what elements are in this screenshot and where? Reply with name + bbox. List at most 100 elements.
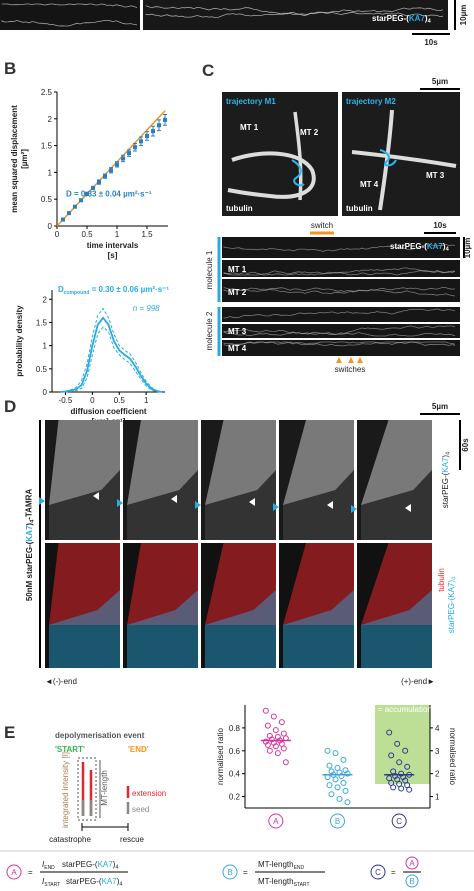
y-tick-label: 0.6 bbox=[229, 747, 241, 756]
data-point bbox=[326, 762, 333, 769]
y-tick-label: 0.5 bbox=[36, 365, 48, 374]
x-tick-label: 1 bbox=[115, 230, 120, 239]
y2-tick-label: 2 bbox=[435, 770, 440, 779]
data-point bbox=[264, 742, 271, 749]
y-axis-title: mean squared displacement bbox=[10, 105, 19, 213]
data-point bbox=[344, 799, 351, 806]
data-point bbox=[264, 722, 271, 729]
symbol bbox=[6, 864, 22, 880]
image-label: tubulin bbox=[346, 204, 373, 213]
data-point bbox=[334, 784, 341, 791]
trace bbox=[223, 341, 456, 347]
data-point bbox=[262, 707, 269, 714]
data-point bbox=[109, 168, 113, 173]
formula-symbol: B bbox=[409, 877, 414, 886]
y2-tick-label: 1 bbox=[435, 793, 440, 802]
arrowhead bbox=[405, 504, 411, 512]
arrowhead bbox=[273, 503, 279, 511]
arrowhead bbox=[327, 501, 333, 509]
y-tick-label: 2 bbox=[48, 115, 53, 124]
timeline-label: rescue bbox=[120, 835, 145, 844]
timeline-label: catastrophe bbox=[49, 835, 91, 844]
formula-denominator: MT-lengthSTART bbox=[258, 877, 310, 888]
y-axis-title: normalised ratio bbox=[216, 727, 225, 784]
microtubule-wedge bbox=[127, 420, 198, 505]
x-tick-label: A bbox=[273, 817, 279, 826]
annotation: switch bbox=[311, 221, 333, 230]
microtubule-wedge bbox=[283, 470, 354, 540]
y-tick-label: 0 bbox=[48, 222, 53, 231]
trace bbox=[223, 287, 456, 297]
data-point bbox=[342, 787, 349, 794]
label-part: 4 bbox=[446, 452, 452, 455]
data-point bbox=[270, 713, 277, 720]
arrowhead bbox=[117, 499, 123, 507]
row-label: MT 1 bbox=[228, 265, 247, 274]
data-point bbox=[338, 772, 345, 779]
row-label: MT 2 bbox=[228, 288, 247, 297]
annotation: >1 = accumulation bbox=[366, 705, 431, 714]
label-part: 4 bbox=[115, 865, 118, 871]
formula-symbol: A bbox=[409, 859, 415, 868]
arrowhead bbox=[249, 498, 255, 506]
density-line bbox=[60, 326, 163, 393]
label-part: ) bbox=[113, 860, 116, 869]
data-point bbox=[328, 791, 335, 798]
channel-label: tubulin bbox=[437, 568, 446, 592]
trace bbox=[1, 19, 138, 27]
label-part: starPEG-( bbox=[390, 242, 427, 251]
microtubule-wedge bbox=[49, 470, 120, 540]
data-point bbox=[280, 745, 287, 752]
microtubule bbox=[351, 150, 457, 168]
kymograph bbox=[222, 260, 460, 277]
arrowhead bbox=[171, 495, 177, 503]
x-tick-label: 0 bbox=[55, 230, 60, 239]
tubulin-signal bbox=[49, 543, 120, 625]
label-part: starPEG-( bbox=[62, 860, 98, 869]
condition-label: 50nM starPEG-(KA7)4-TAMRA bbox=[24, 489, 35, 602]
data-point bbox=[133, 145, 137, 150]
y-tick-label: 2 bbox=[43, 295, 48, 304]
label-part: starPEG-( bbox=[66, 877, 102, 886]
y-tick-label: 1.5 bbox=[36, 318, 48, 327]
x-tick-label: 1.5 bbox=[141, 230, 153, 239]
label-part: 4 bbox=[452, 577, 458, 580]
y-tick-label: 1 bbox=[43, 342, 48, 351]
microtubule-wedge bbox=[127, 470, 198, 540]
y-tick-label: 1.5 bbox=[41, 142, 53, 151]
x-tick-label: 0.5 bbox=[114, 396, 126, 405]
formula-numerator: starPEG-(KA7)4 bbox=[62, 860, 118, 871]
channel-label: starPEG-(KA7)4 bbox=[447, 577, 458, 633]
data-point bbox=[332, 776, 339, 783]
image-label: trajectory M2 bbox=[346, 97, 396, 106]
formula-eq: = bbox=[391, 868, 396, 877]
y-tick-label: 2.5 bbox=[41, 88, 53, 97]
x-axis-title: time intervals bbox=[87, 241, 139, 250]
scale-label: 10s bbox=[424, 38, 438, 47]
kymograph bbox=[143, 0, 448, 30]
x-tick-label: B bbox=[335, 817, 340, 826]
data-point bbox=[396, 759, 403, 766]
tubulin-signal bbox=[205, 543, 276, 625]
data-point bbox=[388, 752, 395, 759]
data-point bbox=[274, 750, 281, 757]
label-part: starPEG-( bbox=[447, 597, 456, 633]
microtubule bbox=[378, 109, 394, 211]
microtubule bbox=[227, 151, 316, 199]
microtubule-wedge bbox=[361, 470, 432, 540]
formula-symbol: B bbox=[227, 868, 232, 877]
data-point bbox=[336, 795, 343, 802]
kymograph bbox=[222, 324, 460, 338]
y2-tick-label: 4 bbox=[435, 724, 440, 733]
data-point bbox=[61, 217, 65, 222]
peg-signal bbox=[361, 590, 432, 668]
label-part: ) bbox=[117, 877, 120, 886]
formula-numerator: MT-lengthEND bbox=[258, 860, 305, 871]
data-point bbox=[402, 747, 409, 754]
data-point bbox=[398, 785, 405, 792]
annotation: Dcompound = 0.30 ± 0.06 µm²·s⁻¹ bbox=[58, 285, 169, 296]
data-point bbox=[340, 756, 347, 763]
label-part: KA7 bbox=[98, 860, 114, 869]
data-point bbox=[103, 174, 107, 179]
